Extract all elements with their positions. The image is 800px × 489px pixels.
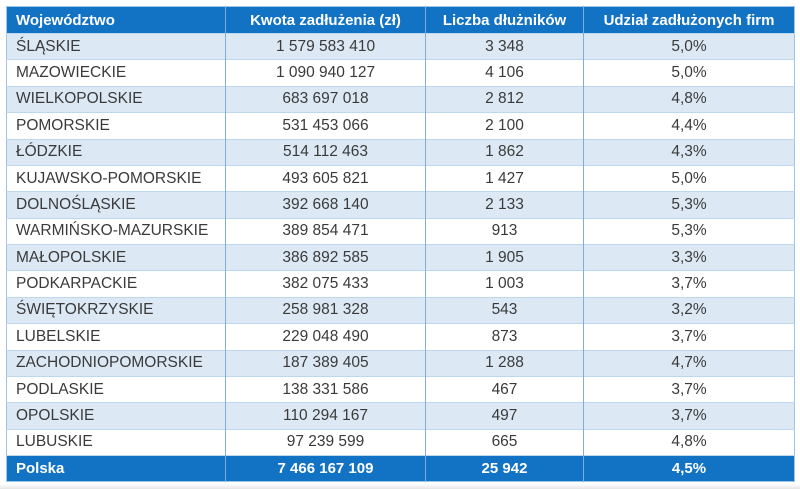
bottom-shadow	[0, 484, 800, 489]
debtors-cell: 873	[425, 323, 584, 350]
column-header-debtors: Liczba dłużników	[425, 6, 584, 34]
region-cell: ZACHODNIOPOMORSKIE	[6, 349, 226, 377]
debtors-cell: 913	[425, 217, 584, 245]
total-amount-cell: 7 466 167 109	[225, 455, 426, 482]
debtors-cell: 1 427	[425, 164, 584, 192]
region-cell: PODLASKIE	[6, 375, 226, 403]
amount-cell: 389 854 471	[225, 217, 426, 245]
debtors-cell: 1 905	[425, 243, 584, 271]
table-row: DOLNOŚLĄSKIE 392 668 140 2 133 5,3%	[6, 191, 795, 219]
amount-cell: 392 668 140	[225, 191, 426, 219]
debtors-cell: 2 812	[425, 85, 584, 113]
debtors-cell: 4 106	[425, 59, 584, 87]
region-cell: LUBELSKIE	[6, 323, 226, 350]
table-row: WARMIŃSKO-MAZURSKIE 389 854 471 913 5,3%	[6, 217, 795, 245]
amount-cell: 258 981 328	[225, 296, 426, 324]
amount-cell: 138 331 586	[225, 375, 426, 403]
table-row: ŁÓDZKIE 514 112 463 1 862 4,3%	[6, 138, 795, 166]
header-row: Województwo Kwota zadłużenia (zł) Liczba…	[6, 6, 795, 34]
share-cell: 5,0%	[583, 59, 795, 87]
share-cell: 4,7%	[583, 349, 795, 377]
column-header-region: Województwo	[6, 6, 226, 34]
region-cell: ŚWIĘTOKRZYSKIE	[6, 296, 226, 324]
table-row: ŚLĄSKIE 1 579 583 410 3 348 5,0%	[6, 32, 795, 60]
table-row: OPOLSKIE 110 294 167 497 3,7%	[6, 402, 795, 430]
share-cell: 3,3%	[583, 243, 795, 271]
region-cell: WIELKOPOLSKIE	[6, 85, 226, 113]
debtors-cell: 543	[425, 296, 584, 324]
table-row: KUJAWSKO-POMORSKIE 493 605 821 1 427 5,0%	[6, 164, 795, 192]
share-cell: 5,3%	[583, 217, 795, 245]
table-row: MAZOWIECKIE 1 090 940 127 4 106 5,0%	[6, 59, 795, 87]
debtors-cell: 1 003	[425, 270, 584, 298]
debtors-cell: 497	[425, 402, 584, 430]
share-cell: 3,7%	[583, 323, 795, 350]
debtors-cell: 467	[425, 375, 584, 403]
region-cell: WARMIŃSKO-MAZURSKIE	[6, 217, 226, 245]
table-row: PODKARPACKIE 382 075 433 1 003 3,7%	[6, 270, 795, 298]
amount-cell: 683 697 018	[225, 85, 426, 113]
table-row: LUBELSKIE 229 048 490 873 3,7%	[6, 323, 795, 350]
table-row: ZACHODNIOPOMORSKIE 187 389 405 1 288 4,7%	[6, 349, 795, 377]
total-region-cell: Polska	[6, 455, 226, 482]
share-cell: 3,2%	[583, 296, 795, 324]
share-cell: 4,3%	[583, 138, 795, 166]
debtors-cell: 3 348	[425, 32, 584, 60]
debtors-cell: 2 100	[425, 112, 584, 139]
region-cell: MAŁOPOLSKIE	[6, 243, 226, 271]
region-cell: PODKARPACKIE	[6, 270, 226, 298]
region-cell: ŁÓDZKIE	[6, 138, 226, 166]
table-body: ŚLĄSKIE 1 579 583 410 3 348 5,0% MAZOWIECKIE…	[6, 32, 795, 456]
share-cell: 5,0%	[583, 32, 795, 60]
amount-cell: 382 075 433	[225, 270, 426, 298]
amount-cell: 531 453 066	[225, 112, 426, 139]
table-row: PODLASKIE 138 331 586 467 3,7%	[6, 375, 795, 403]
amount-cell: 1 579 583 410	[225, 32, 426, 60]
amount-cell: 187 389 405	[225, 349, 426, 377]
debtors-cell: 1 862	[425, 138, 584, 166]
share-cell: 4,8%	[583, 428, 795, 456]
amount-cell: 386 892 585	[225, 243, 426, 271]
share-cell: 3,7%	[583, 375, 795, 403]
table-row: ŚWIĘTOKRZYSKIE 258 981 328 543 3,2%	[6, 296, 795, 324]
amount-cell: 229 048 490	[225, 323, 426, 350]
debt-by-voivodeship-table: Województwo Kwota zadłużenia (zł) Liczba…	[6, 6, 795, 482]
debtors-cell: 665	[425, 428, 584, 456]
share-cell: 4,8%	[583, 85, 795, 113]
region-cell: LUBUSKIE	[6, 428, 226, 456]
amount-cell: 493 605 821	[225, 164, 426, 192]
table-row: LUBUSKIE 97 239 599 665 4,8%	[6, 428, 795, 456]
total-debtors-cell: 25 942	[425, 455, 584, 482]
total-share-cell: 4,5%	[583, 455, 795, 482]
region-cell: DOLNOŚLĄSKIE	[6, 191, 226, 219]
share-cell: 5,3%	[583, 191, 795, 219]
column-header-amount: Kwota zadłużenia (zł)	[225, 6, 426, 34]
amount-cell: 1 090 940 127	[225, 59, 426, 87]
region-cell: OPOLSKIE	[6, 402, 226, 430]
region-cell: POMORSKIE	[6, 112, 226, 139]
amount-cell: 110 294 167	[225, 402, 426, 430]
region-cell: KUJAWSKO-POMORSKIE	[6, 164, 226, 192]
column-header-share: Udział zadłużonych firm	[583, 6, 795, 34]
share-cell: 5,0%	[583, 164, 795, 192]
region-cell: MAZOWIECKIE	[6, 59, 226, 87]
total-row: Polska 7 466 167 109 25 942 4,5%	[6, 455, 795, 482]
share-cell: 4,4%	[583, 112, 795, 139]
amount-cell: 97 239 599	[225, 428, 426, 456]
debtors-cell: 1 288	[425, 349, 584, 377]
table-row: WIELKOPOLSKIE 683 697 018 2 812 4,8%	[6, 85, 795, 113]
share-cell: 3,7%	[583, 402, 795, 430]
debtors-cell: 2 133	[425, 191, 584, 219]
table-row: MAŁOPOLSKIE 386 892 585 1 905 3,3%	[6, 243, 795, 271]
region-cell: ŚLĄSKIE	[6, 32, 226, 60]
share-cell: 3,7%	[583, 270, 795, 298]
table-row: POMORSKIE 531 453 066 2 100 4,4%	[6, 112, 795, 139]
amount-cell: 514 112 463	[225, 138, 426, 166]
